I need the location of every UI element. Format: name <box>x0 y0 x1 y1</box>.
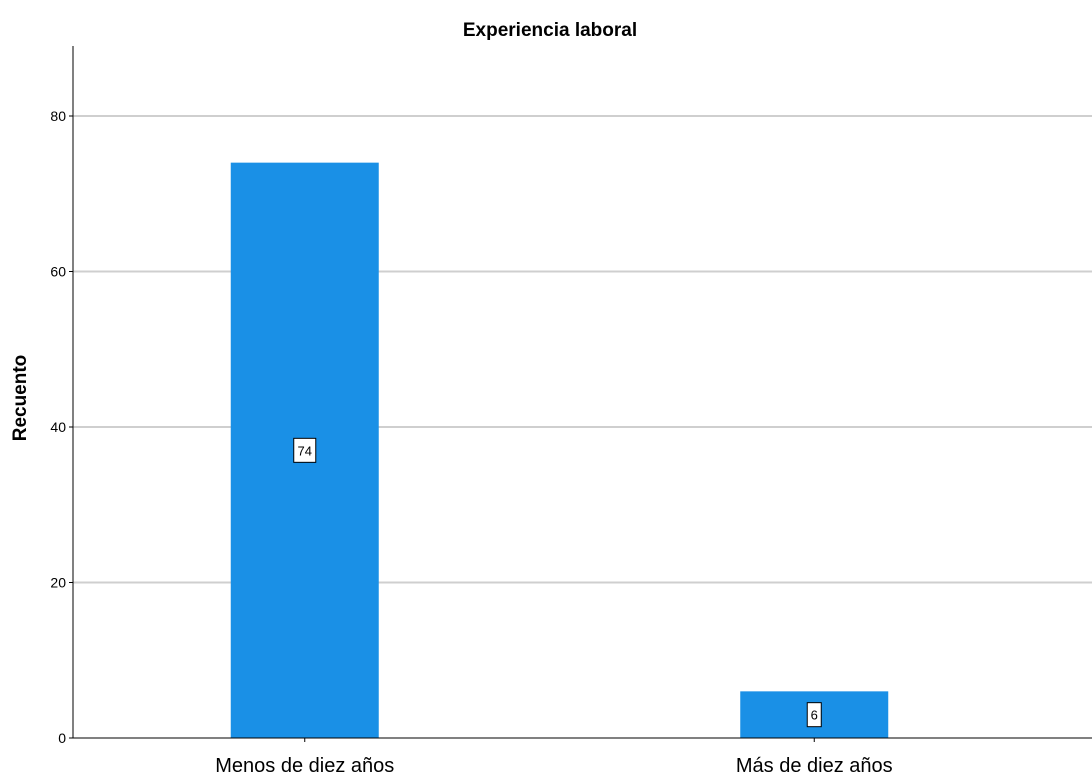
labels: 0 20 40 60 80 Menos de diez años 74 Más de diez… <box>50 108 892 777</box>
gridlines <box>73 115 1092 584</box>
chart-title: Experiencia laboral <box>463 20 637 41</box>
y-tick-label-20: 20 <box>50 575 66 591</box>
data-label-box-2 <box>806 702 822 728</box>
x-tick-label-2: Más de diez años <box>736 755 893 777</box>
data-label-2: 6 <box>811 708 818 723</box>
y-axis-label: Recuento <box>10 355 31 442</box>
y-tick-label-80: 80 <box>50 108 66 124</box>
x-tick-label-1: Menos de diez años <box>215 755 394 777</box>
y-tick-label-60: 60 <box>50 264 66 280</box>
data-label-box-1 <box>293 437 317 463</box>
y-tick-label-0: 0 <box>58 730 66 746</box>
bars <box>230 162 889 738</box>
y-tick-label-40: 40 <box>50 419 66 435</box>
axes <box>69 46 1092 742</box>
data-label-1: 74 <box>298 443 312 458</box>
